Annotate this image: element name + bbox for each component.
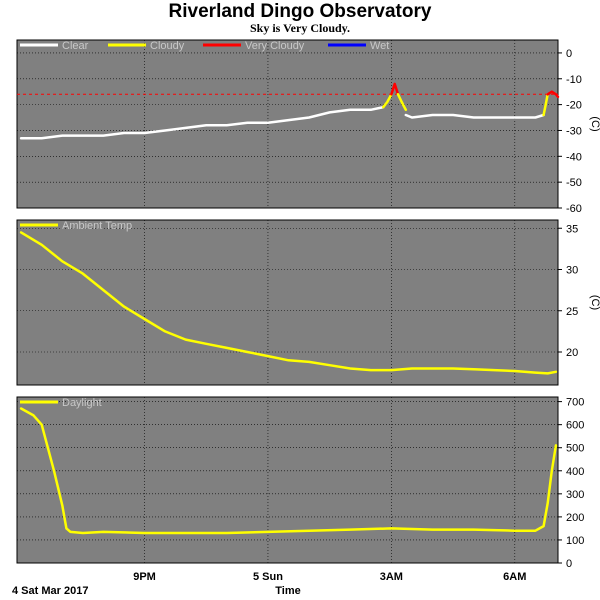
y-tick-label: -20 <box>566 100 582 112</box>
x-tick-label: 3AM <box>380 571 403 583</box>
series-line-clear <box>404 113 545 119</box>
y-tick-label: 700 <box>566 397 584 409</box>
legend-label: Daylight <box>62 397 102 409</box>
y-tick-label: 0 <box>566 48 572 60</box>
y-tick-label: 30 <box>566 265 578 277</box>
legend-label: Clear <box>62 40 89 52</box>
plot-area <box>16 396 559 564</box>
series-line-very-cloudy <box>390 82 400 96</box>
y-tick-label: -10 <box>566 74 582 86</box>
page-subtitle: Sky is Very Cloudy. <box>249 21 351 35</box>
y-axis-unit-label: (C) <box>589 295 600 310</box>
panel-daylight <box>16 396 562 564</box>
y-tick-label: 200 <box>566 512 584 524</box>
y-tick-label: 600 <box>566 420 584 432</box>
y-tick-label: 35 <box>566 223 578 235</box>
series-line-daylight <box>19 407 558 535</box>
plot-area <box>16 219 559 386</box>
y-tick-label: 400 <box>566 466 584 478</box>
page-title: Riverland Dingo Observatory <box>168 1 432 22</box>
series-line-very-cloudy <box>546 90 560 99</box>
y-tick-label: 25 <box>566 306 578 318</box>
y-tick-label: 500 <box>566 443 584 455</box>
legend-label: Wet <box>370 40 389 52</box>
y-tick-label: 300 <box>566 489 584 501</box>
y-tick-label: 20 <box>566 347 578 359</box>
panel-ambient <box>16 219 562 386</box>
x-tick-label: 6AM <box>503 571 526 583</box>
y-tick-label: -30 <box>566 125 582 137</box>
y-tick-label: -60 <box>566 203 582 215</box>
y-tick-label: 0 <box>566 558 572 570</box>
series-line-clear <box>19 105 385 140</box>
series-line-cloudy <box>381 93 393 109</box>
legend-label: Ambient Temp <box>62 220 132 232</box>
panel-sky <box>16 39 562 209</box>
series-line-cloudy <box>396 93 408 112</box>
y-axis-unit-label: (C) <box>589 116 600 131</box>
x-tick-label: 5 Sun <box>253 571 283 583</box>
x-axis-label: Time <box>275 585 300 597</box>
x-axis-start-label: 4 Sat Mar 2017 <box>12 585 88 597</box>
series-line-cloudy <box>542 93 549 117</box>
y-tick-label: 100 <box>566 535 584 547</box>
x-tick-label: 9PM <box>133 571 156 583</box>
legend-label: Cloudy <box>150 40 185 52</box>
y-tick-label: -50 <box>566 177 582 189</box>
plot-area <box>16 39 559 209</box>
series-line-ambient-temp <box>19 231 558 375</box>
legend-label: Very Cloudy <box>245 40 305 52</box>
y-tick-label: -40 <box>566 151 582 163</box>
